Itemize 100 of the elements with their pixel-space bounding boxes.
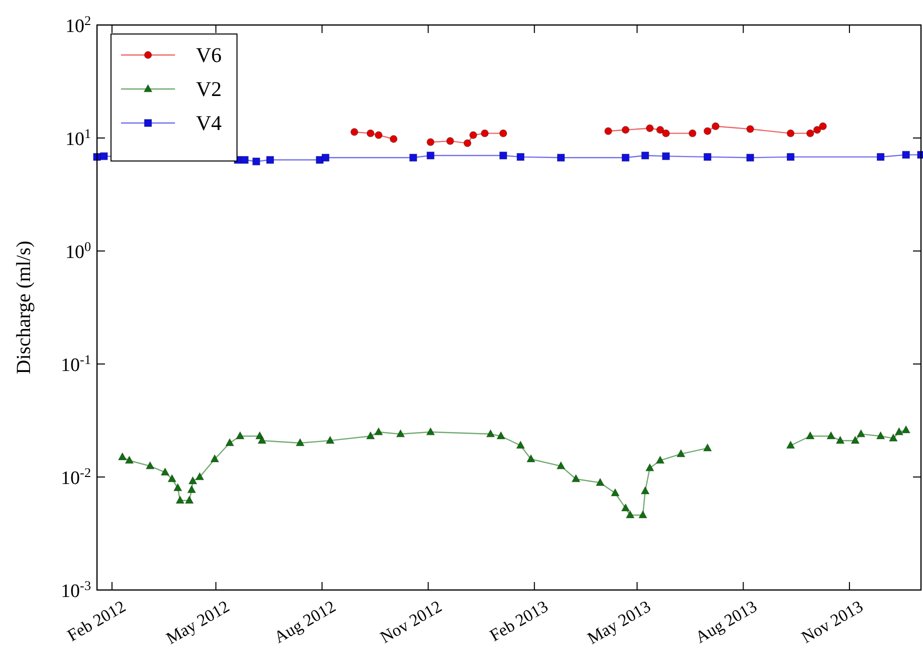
point (604, 127, 612, 136)
point (572, 474, 580, 482)
point (626, 510, 634, 518)
point (146, 461, 154, 470)
point (646, 463, 654, 472)
point (326, 436, 334, 444)
point (496, 432, 506, 440)
point (486, 429, 495, 438)
point (556, 461, 566, 470)
point (266, 156, 274, 164)
point (656, 456, 664, 464)
x-tick-label: May 2012 (163, 596, 233, 648)
legend-label: V6 (196, 43, 222, 67)
point (786, 440, 795, 449)
point (516, 440, 525, 449)
point (902, 425, 910, 434)
point (638, 510, 648, 518)
point (704, 127, 712, 136)
point (240, 156, 249, 164)
point (195, 472, 204, 480)
point (704, 153, 712, 161)
point (746, 154, 754, 162)
y-tick-label: 10$^{-1}$ (60, 352, 91, 376)
legend-label: V2 (196, 77, 222, 101)
x-tick-label: Nov 2012 (377, 596, 446, 648)
point (446, 137, 454, 145)
point (786, 129, 794, 138)
point (252, 158, 260, 166)
point (902, 150, 910, 159)
point (366, 129, 374, 138)
point (100, 152, 108, 160)
point (118, 452, 127, 460)
point (856, 429, 866, 438)
point (712, 122, 720, 130)
point (786, 153, 794, 161)
point (836, 436, 844, 444)
y-tick-label: 10$^{1}$ (65, 126, 91, 150)
point (168, 474, 176, 482)
x-tick-label: Aug 2013 (692, 596, 760, 648)
point (176, 496, 184, 504)
point (662, 152, 670, 160)
point (610, 488, 620, 496)
point (374, 131, 382, 140)
x-tick-label: Aug 2012 (270, 596, 339, 648)
x-tick-label: Nov 2013 (798, 596, 866, 648)
point (876, 153, 885, 161)
point (296, 438, 304, 446)
x-tick-label: Feb 2013 (486, 596, 552, 646)
point (646, 124, 654, 132)
point (826, 432, 836, 440)
y-tick-label: 10$^{0}$ (65, 238, 92, 263)
point (688, 129, 696, 138)
point (258, 436, 266, 444)
point (526, 454, 536, 462)
point (480, 129, 489, 138)
point (160, 468, 170, 476)
point (499, 152, 508, 160)
point (499, 129, 508, 138)
point (819, 122, 827, 130)
point (622, 154, 630, 162)
point (396, 429, 405, 438)
point (806, 129, 814, 138)
point (889, 434, 898, 442)
point (641, 152, 650, 160)
point (210, 454, 219, 462)
point (350, 128, 358, 136)
point (640, 486, 650, 494)
point (469, 131, 478, 140)
legend-label: V4 (196, 111, 222, 135)
point (596, 478, 604, 486)
point (236, 432, 244, 440)
point (188, 476, 198, 484)
point (656, 126, 664, 134)
point (185, 496, 194, 504)
point (322, 154, 330, 162)
point (622, 126, 630, 134)
point (703, 444, 712, 452)
y-tick-label: 10$^{2}$ (65, 12, 91, 37)
y-axis-title: Discharge (ml/s) (13, 240, 35, 374)
y-tick-label: 10$^{-2}$ (60, 464, 91, 489)
point (876, 432, 885, 440)
point (426, 427, 435, 436)
x-tick-label: May 2013 (584, 596, 654, 648)
point (806, 432, 814, 440)
point (464, 139, 472, 148)
point (174, 483, 182, 492)
point (426, 152, 434, 160)
point (187, 485, 196, 494)
point (426, 138, 434, 146)
point (390, 135, 398, 143)
point (366, 432, 375, 440)
point (894, 427, 904, 436)
point (557, 154, 565, 162)
point (662, 129, 670, 138)
point (676, 449, 686, 458)
point (813, 126, 822, 134)
point (374, 427, 383, 436)
point (621, 504, 630, 512)
point (409, 154, 418, 162)
point (746, 125, 754, 133)
